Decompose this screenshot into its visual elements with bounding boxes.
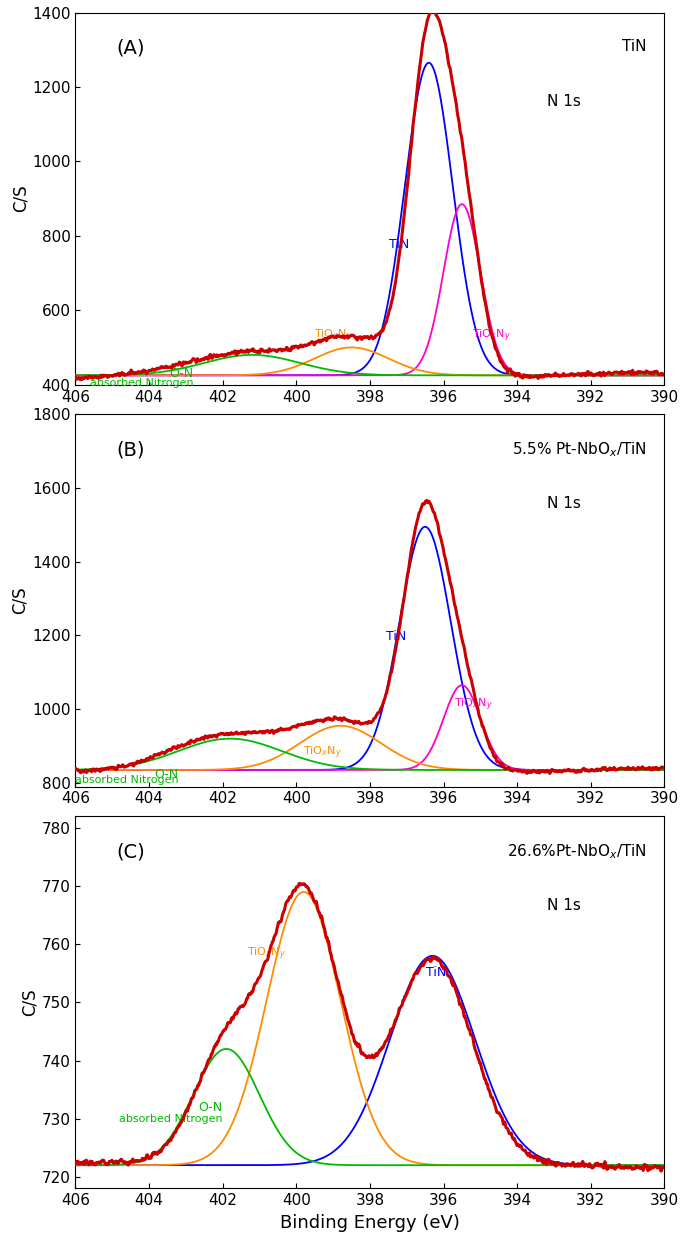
Text: TiO$_x$N$_y$: TiO$_x$N$_y$ <box>453 697 493 713</box>
Text: (C): (C) <box>116 842 145 862</box>
Y-axis label: C/S: C/S <box>11 185 29 213</box>
Text: 5.5% Pt-NbO$_x$/TiN: 5.5% Pt-NbO$_x$/TiN <box>512 440 647 459</box>
Text: TiO$_x$N$_y$: TiO$_x$N$_y$ <box>314 328 353 344</box>
Text: (A): (A) <box>116 39 145 58</box>
Text: O-N: O-N <box>169 367 193 380</box>
Text: O-N: O-N <box>199 1101 223 1115</box>
Y-axis label: C/S: C/S <box>21 988 39 1016</box>
Y-axis label: C/S: C/S <box>11 587 29 614</box>
Text: TiO$_x$N$_y$: TiO$_x$N$_y$ <box>303 746 341 762</box>
Text: (B): (B) <box>116 440 145 459</box>
Text: TiN: TiN <box>386 629 406 643</box>
Text: N 1s: N 1s <box>547 497 580 512</box>
Text: absorbed Nitrogen: absorbed Nitrogen <box>75 774 179 784</box>
Text: TiO$_x$N$_y$: TiO$_x$N$_y$ <box>472 328 511 344</box>
Text: N 1s: N 1s <box>547 898 580 913</box>
Text: TiO$_x$N$_y$: TiO$_x$N$_y$ <box>247 946 286 962</box>
Text: 26.6%Pt-NbO$_x$/TiN: 26.6%Pt-NbO$_x$/TiN <box>507 842 647 861</box>
Text: TiN: TiN <box>426 966 447 980</box>
X-axis label: Binding Energy (eV): Binding Energy (eV) <box>280 1213 460 1232</box>
Text: N 1s: N 1s <box>547 94 580 109</box>
Text: TiN: TiN <box>389 238 410 250</box>
Text: O-N: O-N <box>154 768 179 781</box>
Text: TiN: TiN <box>622 39 647 54</box>
Text: absorbed Nitrogen: absorbed Nitrogen <box>90 378 193 388</box>
Text: absorbed Nitrogen: absorbed Nitrogen <box>119 1115 223 1123</box>
